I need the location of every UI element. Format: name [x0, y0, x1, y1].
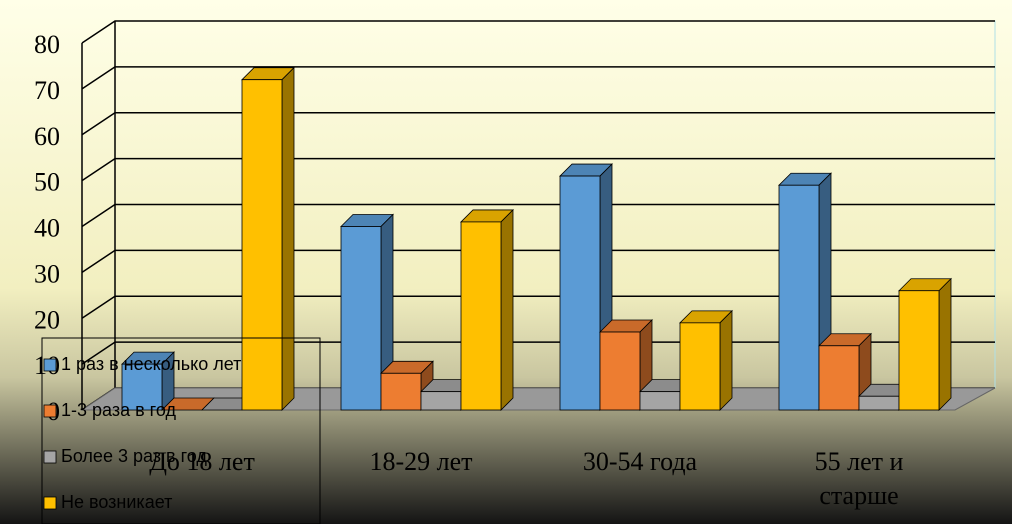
y-tick-label: 30	[34, 259, 60, 288]
legend-label: 1-3 раза в год	[61, 400, 176, 420]
legend-label: Не возникает	[61, 492, 172, 512]
legend-swatch	[44, 497, 56, 509]
y-tick-label: 60	[34, 122, 60, 151]
legend-label: Более 3 раз в год	[61, 446, 207, 466]
legend-swatch	[44, 359, 56, 371]
bar	[242, 68, 294, 410]
x-tick-label: 18-29 лет	[369, 447, 472, 476]
x-tick-label: 30-54 года	[583, 447, 698, 476]
y-tick-label: 80	[34, 30, 60, 59]
legend-swatch	[44, 451, 56, 463]
bar	[461, 210, 513, 410]
y-tick-label: 40	[34, 214, 60, 243]
y-tick-label: 20	[34, 305, 60, 334]
y-tick-label: 50	[34, 168, 60, 197]
bar	[899, 279, 951, 410]
legend-label: 1 раз в несколько лет	[61, 354, 241, 374]
y-tick-label: 70	[34, 76, 60, 105]
bar	[680, 311, 732, 410]
legend-swatch	[44, 405, 56, 417]
